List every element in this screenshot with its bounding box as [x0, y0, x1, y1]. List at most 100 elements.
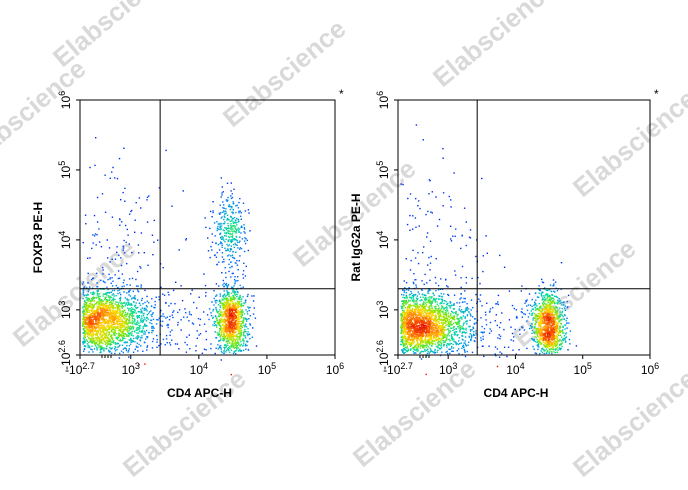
event-point — [225, 351, 227, 353]
event-point — [428, 340, 430, 343]
event-point — [457, 348, 460, 350]
event-point — [216, 332, 218, 334]
event-point — [100, 308, 102, 310]
event-point — [91, 335, 94, 337]
event-point — [222, 284, 224, 286]
event-point — [444, 307, 446, 309]
event-point — [436, 321, 438, 323]
event-point — [230, 349, 233, 351]
x-axis-label: CD4 APC-H — [167, 386, 232, 400]
event-point — [131, 326, 133, 328]
event-point — [448, 338, 450, 340]
event-point — [114, 330, 116, 332]
event-point — [412, 295, 415, 297]
event-point — [241, 225, 243, 227]
event-point — [419, 339, 422, 342]
event-point — [121, 312, 123, 314]
event-point — [449, 348, 451, 351]
event-point — [92, 297, 94, 299]
event-point — [216, 309, 218, 312]
event-point — [111, 337, 114, 340]
event-point — [91, 309, 93, 311]
event-point — [215, 256, 218, 258]
event-point — [150, 319, 152, 321]
event-point — [235, 251, 237, 253]
event-point — [225, 341, 228, 343]
event-point — [96, 310, 98, 312]
event-point — [435, 316, 437, 319]
event-point — [233, 188, 235, 190]
event-point — [416, 350, 418, 352]
event-point — [91, 305, 93, 307]
event-point — [128, 278, 131, 280]
event-point — [88, 316, 90, 318]
event-point — [228, 330, 230, 333]
event-point — [219, 299, 221, 301]
event-point — [152, 326, 154, 328]
event-point — [227, 255, 229, 257]
event-point — [128, 349, 130, 352]
event-point — [427, 336, 429, 338]
event-point — [123, 328, 126, 330]
event-point — [128, 348, 130, 350]
event-point — [112, 328, 114, 331]
event-point — [216, 263, 218, 266]
event-point — [409, 310, 411, 312]
event-point — [446, 343, 449, 345]
event-point — [227, 232, 229, 235]
event-point — [243, 332, 245, 334]
event-point — [413, 331, 415, 333]
event-point — [84, 312, 86, 314]
event-point — [108, 328, 111, 330]
event-point — [116, 322, 118, 325]
event-point — [227, 222, 229, 225]
event-point — [236, 306, 238, 308]
event-point — [400, 307, 403, 310]
event-point — [112, 316, 114, 318]
event-point — [215, 295, 217, 297]
event-point — [402, 335, 405, 338]
event-point — [232, 319, 234, 321]
event-point — [93, 348, 96, 350]
event-point — [221, 324, 223, 327]
event-point — [92, 332, 95, 335]
event-point — [407, 316, 410, 318]
event-point — [96, 333, 98, 335]
event-point — [120, 302, 122, 304]
event-point — [411, 336, 414, 339]
event-point — [128, 326, 130, 328]
event-point — [240, 323, 242, 325]
event-point — [146, 317, 148, 319]
event-point — [431, 341, 433, 343]
event-point — [222, 295, 224, 297]
event-point — [100, 346, 102, 349]
event-point — [87, 297, 89, 300]
event-point — [226, 325, 229, 327]
event-point — [213, 254, 216, 257]
event-point — [155, 323, 158, 325]
event-point — [121, 326, 123, 328]
event-point — [425, 324, 427, 327]
event-point — [136, 323, 138, 326]
event-point — [119, 218, 121, 220]
event-point — [128, 322, 130, 324]
event-point — [231, 310, 233, 312]
event-point — [113, 289, 116, 292]
event-point — [237, 321, 239, 323]
event-point — [214, 315, 217, 317]
event-point — [101, 319, 103, 321]
event-point — [115, 312, 117, 314]
event-point — [401, 315, 403, 318]
event-point — [223, 340, 225, 342]
event-point — [447, 352, 449, 355]
event-point — [115, 320, 118, 322]
event-point — [109, 278, 111, 280]
event-point — [433, 324, 435, 326]
event-point — [416, 305, 419, 307]
event-point — [445, 329, 447, 331]
event-point — [416, 300, 418, 302]
event-point — [117, 270, 120, 272]
event-point — [131, 251, 133, 254]
event-point — [402, 327, 404, 329]
event-point — [93, 306, 95, 308]
